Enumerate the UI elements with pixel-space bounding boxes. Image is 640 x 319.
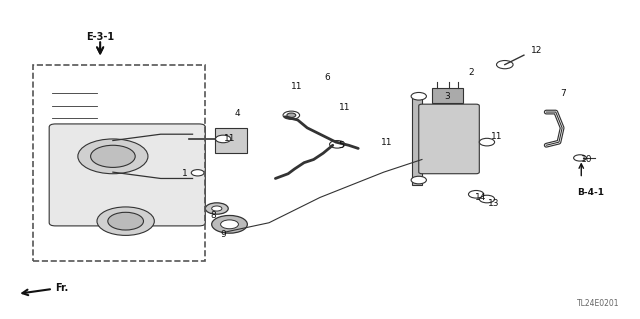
Circle shape [212, 215, 247, 233]
Circle shape [411, 176, 426, 184]
Text: Fr.: Fr. [22, 283, 69, 295]
Bar [215, 128, 246, 153]
Circle shape [191, 170, 204, 176]
Text: 2: 2 [469, 68, 474, 77]
Text: 10: 10 [580, 155, 592, 164]
Text: 12: 12 [531, 46, 542, 55]
Bar [33, 65, 205, 261]
Text: 3: 3 [445, 92, 451, 101]
Circle shape [205, 203, 228, 214]
Circle shape [216, 135, 231, 143]
Bar [431, 88, 463, 103]
Circle shape [91, 145, 135, 167]
Text: 8: 8 [211, 211, 216, 220]
Circle shape [78, 139, 148, 174]
Text: 6: 6 [324, 73, 330, 82]
Text: 1: 1 [182, 169, 188, 178]
Bar [412, 96, 422, 185]
Text: 11: 11 [339, 103, 350, 112]
Circle shape [468, 190, 484, 198]
Text: 4: 4 [234, 109, 240, 118]
Circle shape [479, 195, 495, 203]
Circle shape [573, 155, 586, 161]
Text: 7: 7 [561, 89, 566, 98]
Circle shape [283, 111, 300, 119]
Text: 11: 11 [381, 137, 392, 147]
Circle shape [287, 113, 296, 117]
Text: 11: 11 [224, 134, 236, 144]
Text: 11: 11 [492, 132, 503, 141]
Text: TL24E0201: TL24E0201 [577, 299, 620, 308]
Circle shape [108, 212, 143, 230]
Text: 9: 9 [220, 230, 226, 239]
FancyBboxPatch shape [49, 124, 205, 226]
Circle shape [221, 220, 239, 229]
Text: E-3-1: E-3-1 [86, 33, 114, 42]
Text: B-4-1: B-4-1 [577, 188, 604, 197]
Text: 5: 5 [338, 141, 344, 150]
FancyBboxPatch shape [419, 104, 479, 174]
Circle shape [479, 138, 495, 146]
Circle shape [411, 93, 426, 100]
Text: 13: 13 [488, 199, 500, 208]
Text: 11: 11 [291, 82, 302, 91]
Circle shape [212, 206, 222, 211]
Circle shape [97, 207, 154, 235]
Circle shape [330, 141, 345, 148]
Circle shape [497, 61, 513, 69]
Text: 14: 14 [475, 193, 486, 202]
